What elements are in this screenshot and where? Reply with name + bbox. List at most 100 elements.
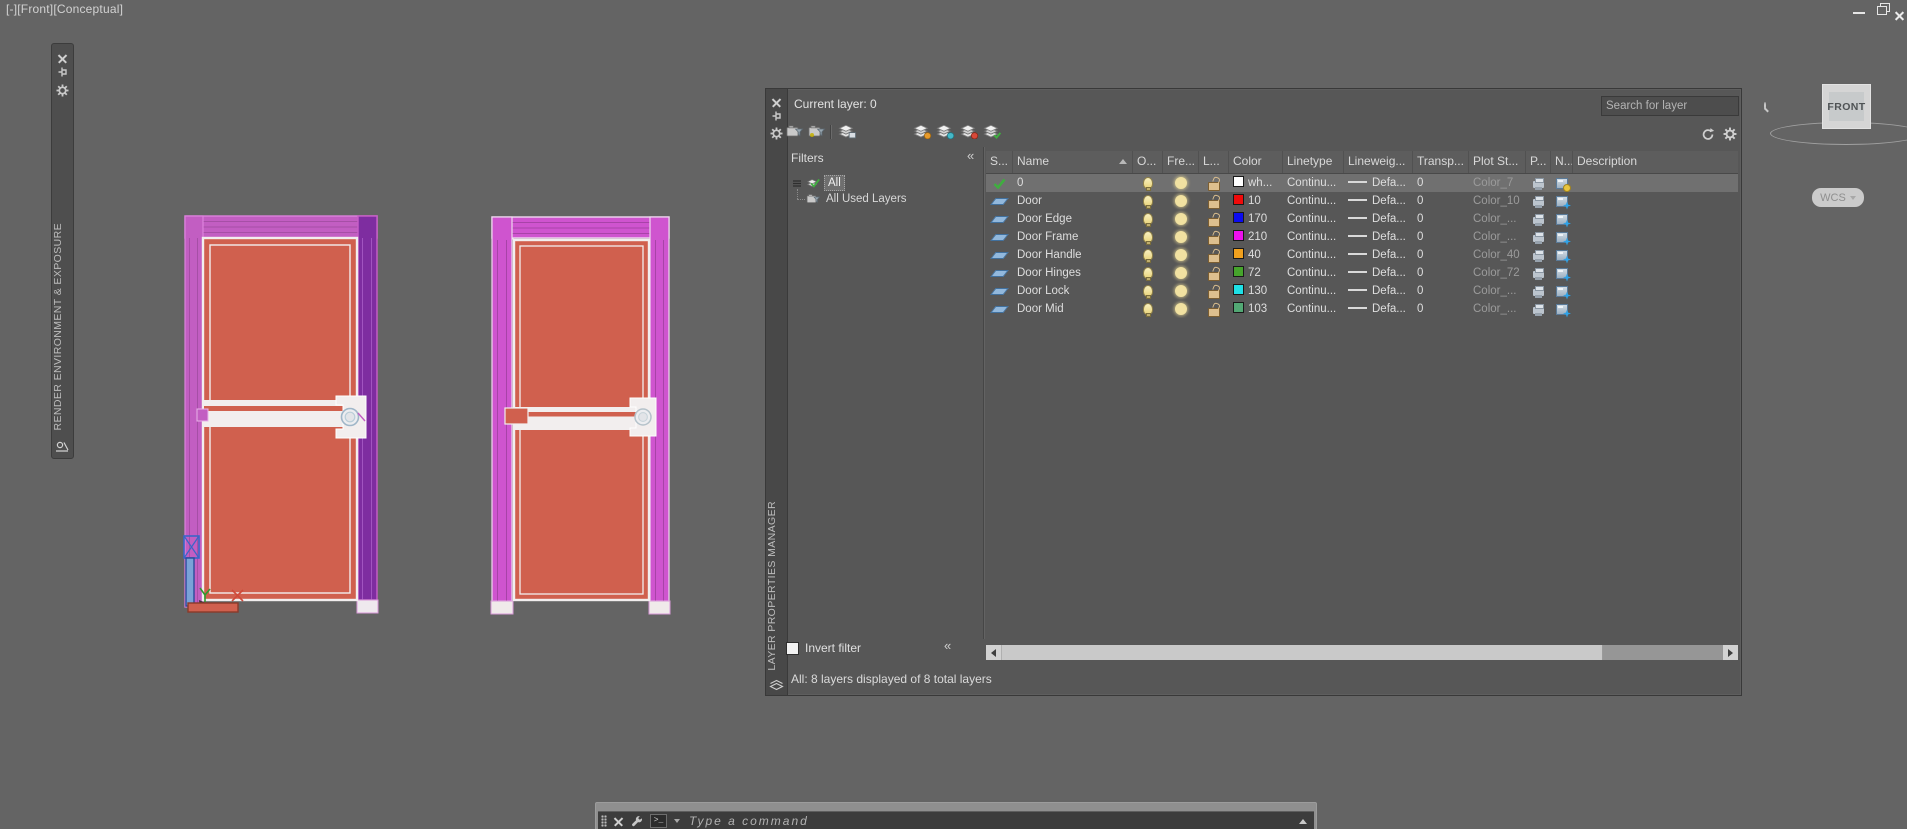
column-header-name[interactable]: Name	[1013, 151, 1133, 173]
close-button[interactable]	[1895, 7, 1904, 25]
layer-name[interactable]: Door Frame	[1017, 231, 1079, 243]
layer-transparency[interactable]: 0	[1417, 303, 1424, 315]
layer-color-cell[interactable]: 210	[1229, 228, 1283, 246]
layer-linetype[interactable]: Continu...	[1287, 195, 1337, 207]
filter-all-used-label[interactable]: All Used Layers	[826, 193, 907, 205]
close-command-icon[interactable]	[614, 817, 623, 826]
viewcube-front-face[interactable]: FRONT	[1822, 84, 1871, 129]
column-header-freeze[interactable]: Fre...	[1163, 151, 1199, 173]
layer-transparency[interactable]: 0	[1417, 285, 1424, 297]
scrollbar-thumb[interactable]	[1001, 645, 1603, 660]
restore-button[interactable]	[1877, 6, 1887, 15]
layer-lineweight[interactable]: Defa...	[1344, 246, 1413, 264]
layer-color-cell[interactable]: wh...	[1229, 174, 1283, 192]
layer-lineweight[interactable]: Defa...	[1344, 282, 1413, 300]
layer-search-input[interactable]	[1602, 100, 1764, 112]
column-header-status[interactable]: S...	[986, 151, 1013, 173]
layer-linetype[interactable]: Continu...	[1287, 177, 1337, 189]
layer-transparency[interactable]: 0	[1417, 195, 1424, 207]
layer-row[interactable]: Door 10 Continu... Defa... 0 Color_10	[986, 192, 1738, 210]
door-drawings[interactable]	[150, 200, 710, 630]
layer-linetype[interactable]: Continu...	[1287, 267, 1337, 279]
properties-gear-icon[interactable]	[770, 127, 783, 140]
layer-plot-icon[interactable]	[1526, 192, 1551, 210]
auto-hide-pin-icon[interactable]	[57, 66, 68, 77]
layer-freeze-icon[interactable]	[1163, 174, 1199, 192]
layer-on-icon[interactable]	[1133, 246, 1163, 264]
layer-color-cell[interactable]: 40	[1229, 246, 1283, 264]
layer-transparency[interactable]: 0	[1417, 231, 1424, 243]
layer-on-icon[interactable]	[1133, 210, 1163, 228]
layer-color-cell[interactable]: 10	[1229, 192, 1283, 210]
layer-lineweight[interactable]: Defa...	[1344, 210, 1413, 228]
layer-plot-icon[interactable]	[1526, 174, 1551, 192]
layer-plot-icon[interactable]	[1526, 282, 1551, 300]
layer-name[interactable]: 0	[1017, 177, 1024, 189]
viewport-controls-label[interactable]: [-][Front][Conceptual]	[6, 2, 124, 16]
horizontal-scrollbar[interactable]	[986, 645, 1738, 660]
layer-properties-manager-palette[interactable]: LAYER PROPERTIES MANAGER Current layer: …	[765, 88, 1766, 696]
column-header-on[interactable]: O...	[1133, 151, 1163, 173]
layer-new-vp-freeze-icon[interactable]	[1551, 174, 1573, 192]
wcs-menu[interactable]: WCS	[1812, 188, 1864, 207]
layer-row[interactable]: 0 wh... Continu... Defa... 0 Color_7	[986, 174, 1738, 192]
layer-on-icon[interactable]	[1133, 192, 1163, 210]
layer-lineweight[interactable]: Defa...	[1344, 264, 1413, 282]
layer-freeze-icon[interactable]	[1163, 210, 1199, 228]
layer-transparency[interactable]: 0	[1417, 177, 1424, 189]
collapse-bottom-icon[interactable]: «	[944, 638, 952, 653]
layer-color-cell[interactable]: 170	[1229, 210, 1283, 228]
layer-states-manager-icon[interactable]	[837, 124, 857, 139]
column-header-transparency[interactable]: Transp...	[1413, 151, 1469, 173]
column-header-new-vp[interactable]: N...	[1551, 151, 1573, 173]
layer-lineweight[interactable]: Defa...	[1344, 192, 1413, 210]
auto-hide-pin-icon[interactable]	[771, 110, 782, 121]
invert-filter-checkbox[interactable]	[786, 641, 799, 655]
layer-lock-icon[interactable]	[1199, 174, 1229, 192]
scroll-left-button[interactable]	[986, 645, 1001, 660]
layer-row[interactable]: Door Lock 130 Continu... Defa... 0 Color…	[986, 282, 1738, 300]
layer-freeze-icon[interactable]	[1163, 282, 1199, 300]
layer-new-vp-freeze-icon[interactable]	[1551, 192, 1573, 210]
layer-name[interactable]: Door Mid	[1017, 303, 1064, 315]
scrollbar-track[interactable]	[1603, 645, 1723, 660]
layer-plot-icon[interactable]	[1526, 210, 1551, 228]
layer-row[interactable]: Door Mid 103 Continu... Defa... 0 Color_…	[986, 300, 1738, 318]
layer-new-vp-freeze-icon[interactable]	[1551, 282, 1573, 300]
layer-lock-icon[interactable]	[1199, 192, 1229, 210]
column-header-color[interactable]: Color	[1229, 151, 1283, 173]
layer-freeze-icon[interactable]	[1163, 264, 1199, 282]
layer-on-icon[interactable]	[1133, 300, 1163, 318]
column-header-linetype[interactable]: Linetype	[1283, 151, 1344, 173]
layer-freeze-icon[interactable]	[1163, 246, 1199, 264]
layer-new-vp-freeze-icon[interactable]	[1551, 246, 1573, 264]
new-layer-vp-frozen-icon[interactable]	[935, 124, 955, 139]
layer-row[interactable]: Door Handle 40 Continu... Defa... 0 Colo…	[986, 246, 1738, 264]
layer-lineweight[interactable]: Defa...	[1344, 228, 1413, 246]
layer-linetype[interactable]: Continu...	[1287, 303, 1337, 315]
command-prompt-button[interactable]: >_	[650, 814, 667, 828]
layer-on-icon[interactable]	[1133, 264, 1163, 282]
layer-new-vp-freeze-icon[interactable]	[1551, 228, 1573, 246]
filter-tree-item-all-used[interactable]: All Used Layers	[806, 193, 907, 205]
layer-lock-icon[interactable]	[1199, 246, 1229, 264]
filter-all-label[interactable]: All	[824, 175, 845, 191]
delete-layer-icon[interactable]	[959, 124, 979, 139]
layer-name[interactable]: Door	[1017, 195, 1042, 207]
layer-on-icon[interactable]	[1133, 228, 1163, 246]
filters-pane[interactable]: Filters «	[791, 149, 983, 167]
layer-freeze-icon[interactable]	[1163, 192, 1199, 210]
layer-name[interactable]: Door Handle	[1017, 249, 1082, 261]
column-header-plot-style[interactable]: Plot St...	[1469, 151, 1526, 173]
layer-lineweight[interactable]: Defa...	[1344, 174, 1413, 192]
wcs-label[interactable]: WCS	[1820, 191, 1846, 204]
refresh-icon[interactable]	[1701, 127, 1715, 141]
layer-on-icon[interactable]	[1133, 282, 1163, 300]
set-current-layer-icon[interactable]	[982, 124, 1002, 139]
layer-table-header[interactable]: S... Name O... Fre... L... Color Linetyp…	[986, 151, 1738, 174]
layer-lock-icon[interactable]	[1199, 210, 1229, 228]
layer-new-vp-freeze-icon[interactable]	[1551, 210, 1573, 228]
layer-lineweight[interactable]: Defa...	[1344, 300, 1413, 318]
layer-row[interactable]: Door Edge 170 Continu... Defa... 0 Color…	[986, 210, 1738, 228]
